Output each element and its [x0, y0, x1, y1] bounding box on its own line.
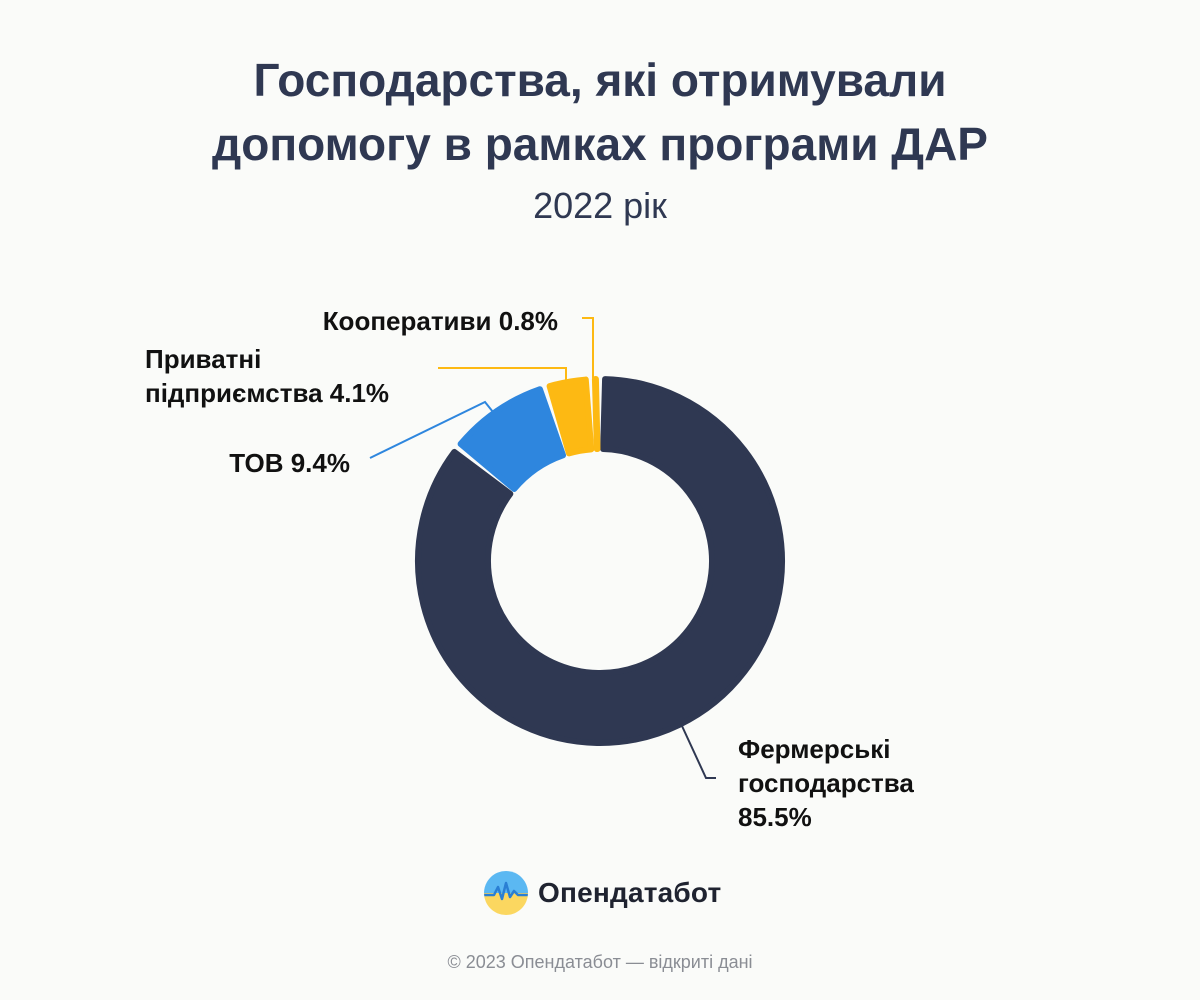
chart-title-line-1: Господарства, які отримували — [253, 54, 947, 106]
slice-labels: Фермерські господарства 85.5% ТОВ 9.4% Прива… — [145, 306, 914, 832]
leader-lines — [369, 317, 716, 779]
brand-name: Опендатабот — [538, 877, 722, 908]
leader-line-3 — [582, 317, 594, 378]
slice-label-1: ТОВ 9.4% — [229, 448, 350, 478]
leader-line-0 — [681, 725, 716, 779]
slice-label-0-line-1: господарства — [738, 768, 914, 798]
slice-label-3-line-0: Кооперативи 0.8% — [323, 306, 558, 336]
donut-slice-2 — [546, 376, 595, 457]
slice-label-2-line-1: підприємства 4.1% — [145, 378, 389, 408]
slice-label-2: Приватні підприємства 4.1% — [145, 344, 389, 408]
donut-slice-1 — [457, 386, 567, 492]
donut-slice-3 — [591, 376, 601, 453]
slice-label-2-line-0: Приватні — [145, 344, 261, 374]
brand-logo: Опендатабот — [484, 870, 721, 916]
slice-label-0-line-2: 85.5% — [738, 802, 812, 832]
chart-title: Господарства, які отримували допомогу в … — [0, 48, 1200, 176]
leader-line-1 — [369, 400, 494, 459]
slice-label-3: Кооперативи 0.8% — [323, 306, 558, 336]
chart-title-line-2: допомогу в рамках програми ДАР — [212, 118, 988, 170]
chart-subtitle: 2022 рік — [533, 185, 667, 226]
donut-slices — [415, 376, 785, 746]
opendatabot-logo-icon — [484, 871, 528, 915]
slice-label-0: Фермерські господарства 85.5% — [738, 734, 914, 832]
footer-copyright: © 2023 Опендатабот — відкриті дані — [447, 952, 753, 972]
slice-label-0-line-0: Фермерські — [738, 734, 890, 764]
donut-slice-0 — [415, 376, 785, 746]
slice-label-1-line-0: ТОВ 9.4% — [229, 448, 350, 478]
leader-line-2 — [438, 367, 567, 382]
